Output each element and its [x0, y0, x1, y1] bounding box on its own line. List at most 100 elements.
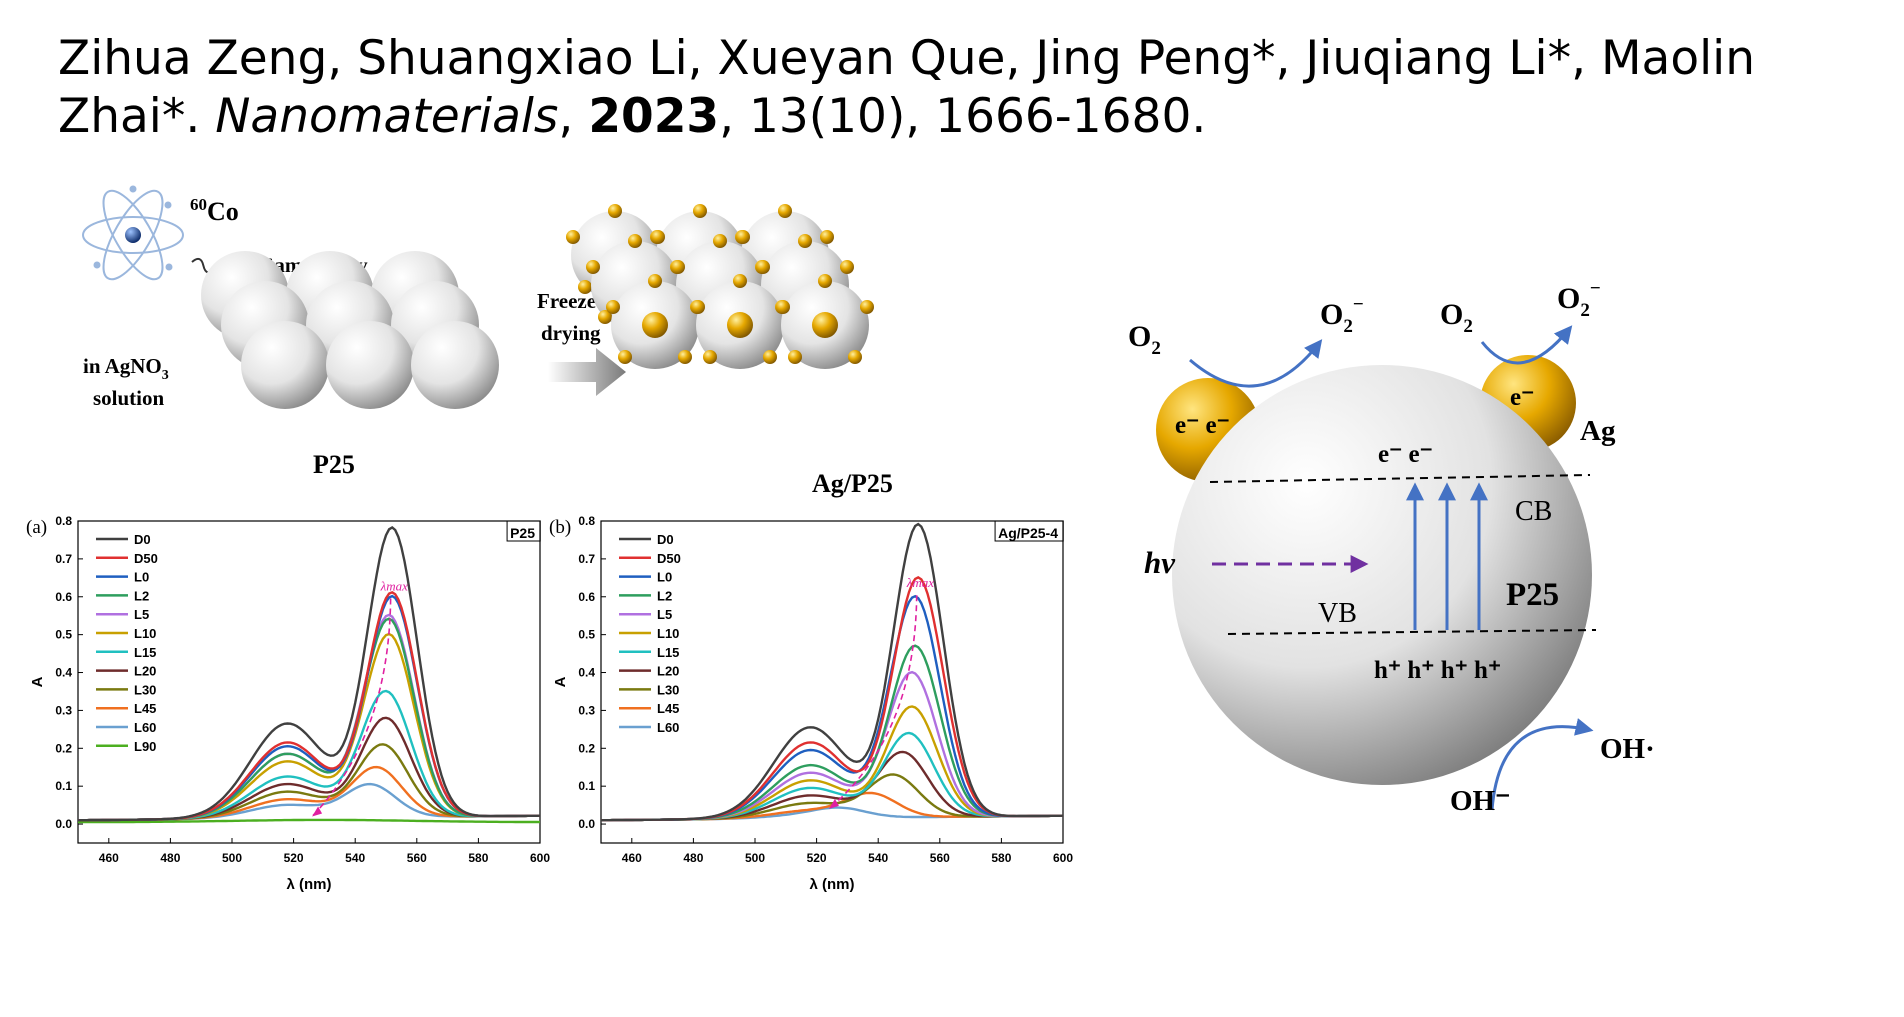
chart-title-box	[506, 520, 541, 542]
atom-icon	[82, 185, 184, 281]
x-tick-label: 520	[284, 851, 304, 865]
lambda-max-shift-arrow	[311, 598, 392, 818]
y-tick-label: 0.2	[55, 741, 72, 755]
legend-entry: L20	[657, 664, 679, 679]
ag-nanoparticle-dot	[642, 312, 668, 338]
legend-entry: L0	[657, 570, 672, 585]
ag-nanoparticle-dot	[606, 300, 620, 314]
ag-nanoparticle-dot	[648, 274, 662, 288]
x-axis-label: λ (nm)	[287, 876, 332, 893]
x-tick-label: 500	[745, 851, 765, 865]
conduction-band-line	[1209, 474, 1591, 483]
photocatalysis-mechanism: e⁻ e⁻ e⁻ Ag O2 O2− O2 O2− e⁻ e⁻ CB VB P2…	[1128, 278, 1655, 817]
solution-label-line1: in AgNO3	[83, 354, 169, 383]
cb-label: CB	[1515, 496, 1552, 527]
ag-nanoparticle-dot	[678, 350, 692, 364]
legend-entry: L2	[134, 588, 149, 603]
lambda-max-label: λmax	[380, 578, 409, 593]
x-axis-label: λ (nm)	[810, 876, 855, 893]
legend-entry: L15	[134, 645, 156, 660]
reduction-arrow-right	[1480, 325, 1573, 365]
y-tick-label: 0.7	[578, 552, 595, 566]
ag-nanoparticle-dot	[691, 300, 705, 314]
legend-entry: L0	[134, 570, 149, 585]
y-tick-label: 0.3	[55, 703, 72, 717]
ag-nanoparticle-dot	[651, 230, 665, 244]
p25-label: P25	[313, 450, 355, 479]
chart-title: Ag/P25-4	[998, 525, 1058, 541]
ag-p25-spheres	[566, 204, 874, 369]
legend-entry: L60	[134, 720, 156, 735]
ag-nanoparticle-dot	[713, 234, 727, 248]
freeze-label-line2: drying	[541, 321, 601, 345]
cb-electrons: e⁻ e⁻	[1378, 441, 1433, 468]
plot-frame	[600, 520, 1064, 844]
x-tick-label: 460	[622, 851, 642, 865]
series-line-l90	[78, 818, 540, 824]
panel-label: (b)	[549, 517, 571, 538]
ag-nanoparticle-dot	[788, 350, 802, 364]
y-tick-label: 0.6	[55, 590, 72, 604]
ag-nanoparticle-dot	[840, 260, 854, 274]
ag-electrons-left: e⁻ e⁻	[1175, 412, 1230, 439]
p25-spheres	[201, 251, 499, 409]
ag-electron-right: e⁻	[1510, 384, 1534, 411]
hydroxide-label: OH⁻	[1450, 785, 1510, 817]
ag-nanoparticle-dot	[566, 230, 580, 244]
ag-p25-label: Ag/P25	[812, 469, 893, 498]
y-tick-label: 0.4	[578, 666, 595, 680]
ag-nanoparticle-dot	[818, 274, 832, 288]
y-tick-label: 0.6	[578, 590, 595, 604]
vb-label: VB	[1318, 598, 1357, 629]
legend-entry: L60	[657, 720, 679, 735]
lambda-max-arrowhead	[312, 806, 323, 817]
x-tick-label: 460	[99, 851, 119, 865]
ag-nanoparticle-dot	[671, 260, 685, 274]
reduction-arrow-left	[1189, 339, 1323, 388]
plot-frame	[77, 520, 541, 844]
x-tick-label: 500	[222, 851, 242, 865]
ag-nanoparticle-dot	[778, 204, 792, 218]
series-line-d0	[601, 522, 1063, 822]
ag-nanoparticle-dot	[578, 280, 592, 294]
y-tick-label: 0.4	[55, 666, 72, 680]
o2-left: O2	[1128, 320, 1161, 359]
ag-nanoparticle-dot	[812, 312, 838, 338]
p25-particle-label: P25	[1506, 577, 1559, 613]
ag-nanoparticle-dot	[618, 350, 632, 364]
citation-volume-pages: , 13(10), 1666-1680.	[719, 89, 1207, 144]
legend-entry: L2	[657, 588, 672, 603]
superoxide-left: O2−	[1320, 294, 1364, 337]
lambda-max-label: λmax	[906, 575, 935, 590]
x-tick-label: 540	[345, 851, 365, 865]
oxidation-arrow	[1490, 718, 1594, 811]
legend-entry: L10	[657, 626, 679, 641]
legend-entry: D50	[657, 551, 681, 566]
legend-entry: L5	[657, 607, 672, 622]
lambda-max-shift-arrow	[828, 595, 918, 810]
ag-nanoparticle-dot	[598, 310, 612, 324]
x-tick-label: 520	[807, 851, 827, 865]
y-tick-label: 0.8	[55, 514, 72, 528]
ag-nanoparticle-dot	[727, 312, 753, 338]
ag-nanoparticle-dot	[736, 230, 750, 244]
chart-title-box	[994, 520, 1064, 542]
citation-year: 2023	[588, 89, 720, 144]
legend-entry: L10	[134, 626, 156, 641]
ag-nanoparticle-dot	[608, 204, 622, 218]
p25-particle	[1172, 365, 1592, 785]
valence-band-line	[1227, 629, 1597, 635]
citation: Zihua Zeng, Shuangxiao Li, Xueyan Que, J…	[58, 31, 1756, 144]
y-tick-label: 0.1	[55, 779, 72, 793]
series-line-d0	[78, 526, 540, 822]
superoxide-right: O2−	[1557, 278, 1601, 321]
ag-nanoparticle-dot	[776, 300, 790, 314]
y-tick-label: 0.0	[55, 817, 72, 831]
ag-nanoparticle-dot	[756, 260, 770, 274]
ag-nanoparticle-dot	[860, 300, 874, 314]
y-tick-label: 0.3	[578, 703, 595, 717]
ag-nanoparticle-dot	[693, 204, 707, 218]
x-tick-label: 580	[468, 851, 488, 865]
legend-entry: L20	[134, 664, 156, 679]
ag-nanoparticle-dot	[763, 350, 777, 364]
